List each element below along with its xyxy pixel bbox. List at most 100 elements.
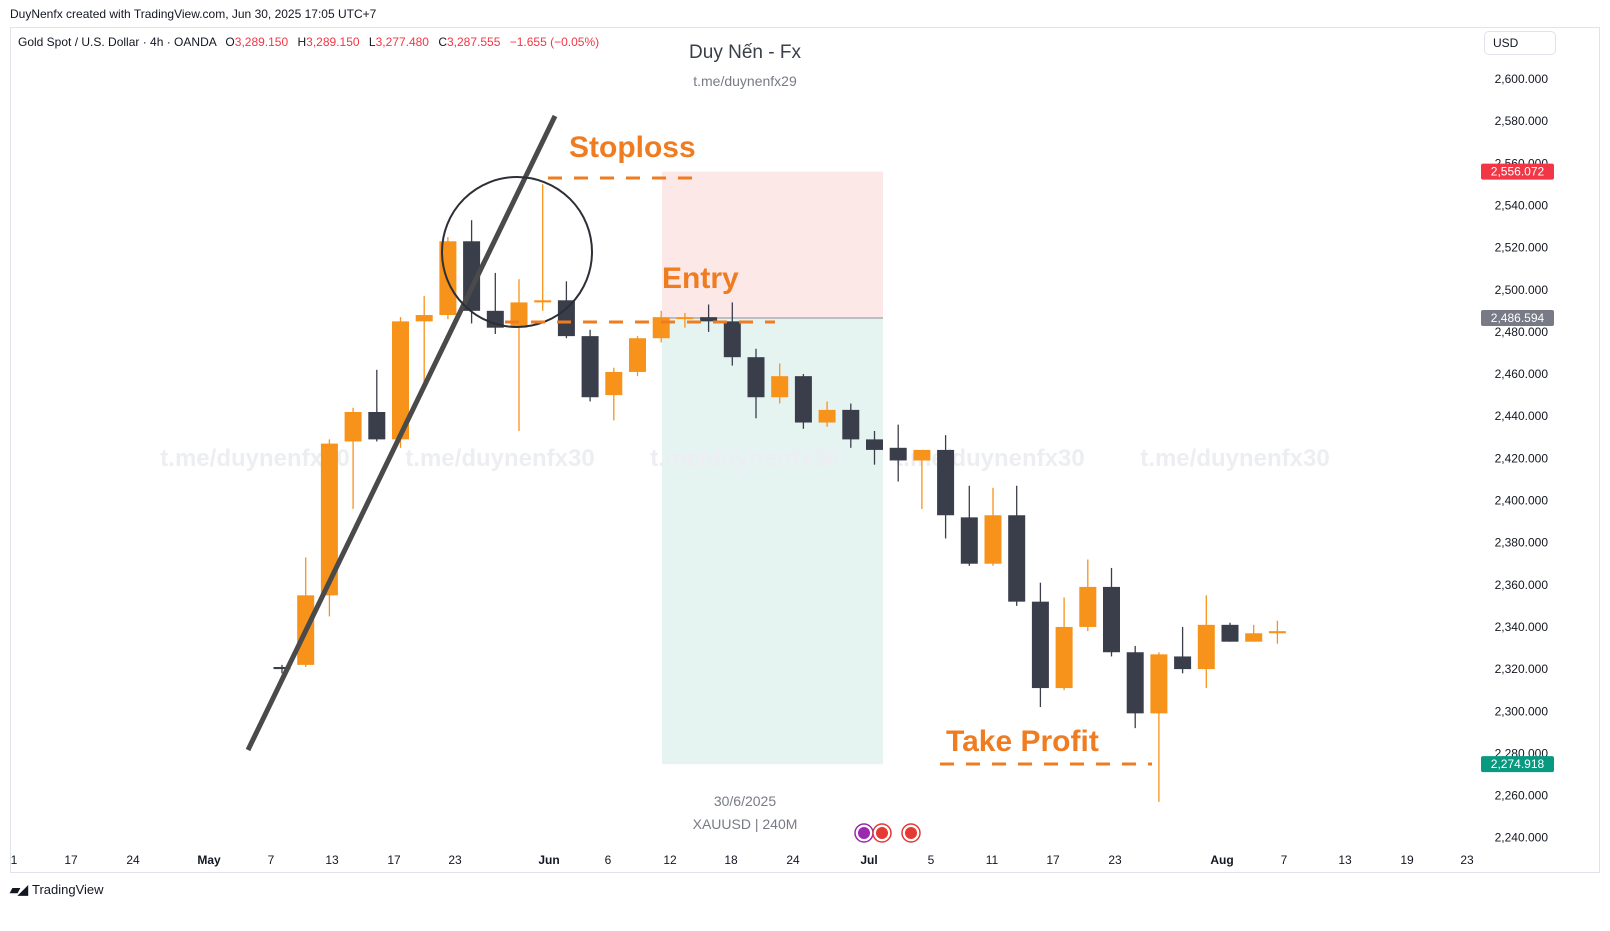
stoploss-zone bbox=[662, 171, 883, 319]
candle[interactable] bbox=[1103, 567, 1120, 657]
candle-body bbox=[368, 411, 386, 440]
us-flag-event-icon[interactable] bbox=[901, 823, 921, 843]
stoploss-label[interactable]: Stoploss bbox=[569, 131, 696, 164]
watermark-repeat-5: t.me/duynenfx30 bbox=[1140, 445, 1329, 472]
x-tick-label: 5 bbox=[928, 853, 935, 867]
x-tick-label: 24 bbox=[786, 853, 800, 867]
candle-body bbox=[1174, 656, 1192, 670]
candle[interactable] bbox=[1126, 645, 1144, 729]
highlight-circle[interactable] bbox=[441, 176, 593, 328]
candle-body bbox=[415, 315, 433, 322]
us-flag-event-icon[interactable] bbox=[872, 823, 892, 843]
candle[interactable] bbox=[273, 664, 291, 674]
y-tick-label: 2,460.000 bbox=[1495, 367, 1549, 381]
candle[interactable] bbox=[557, 281, 575, 339]
candle[interactable] bbox=[297, 557, 315, 667]
y-tick-label: 2,320.000 bbox=[1495, 662, 1549, 676]
candle[interactable] bbox=[866, 430, 883, 465]
candle[interactable] bbox=[1197, 595, 1215, 689]
candle-body bbox=[1197, 624, 1215, 670]
candle-body bbox=[700, 317, 718, 322]
candle-body bbox=[1126, 652, 1144, 714]
x-tick-label: 18 bbox=[724, 853, 738, 867]
candle[interactable] bbox=[700, 304, 718, 332]
entry-label[interactable]: Entry bbox=[662, 262, 739, 295]
candle-body bbox=[842, 409, 860, 440]
candle-body bbox=[913, 449, 931, 461]
candle[interactable] bbox=[676, 312, 694, 328]
y-tick-label: 2,500.000 bbox=[1495, 283, 1549, 297]
candle-body bbox=[818, 409, 836, 423]
us-flag-event-icon-fill bbox=[876, 827, 888, 839]
candle[interactable] bbox=[1150, 652, 1168, 802]
symbol-info-line: Gold Spot / U.S. Dollar · 4h · OANDA O3,… bbox=[18, 35, 599, 49]
candle[interactable] bbox=[984, 487, 1002, 566]
y-tick-label: 2,600.000 bbox=[1495, 72, 1549, 86]
currency-selector[interactable]: USD bbox=[1484, 31, 1556, 55]
y-tick-label: 2,240.000 bbox=[1495, 831, 1549, 845]
candle-body bbox=[747, 357, 765, 398]
candle[interactable] bbox=[1008, 485, 1026, 606]
trendline[interactable] bbox=[245, 114, 558, 752]
x-tick-label: 23 bbox=[448, 853, 462, 867]
candle[interactable] bbox=[889, 424, 907, 482]
candle[interactable] bbox=[818, 401, 836, 427]
candle[interactable] bbox=[1055, 597, 1073, 691]
candle[interactable] bbox=[1268, 620, 1286, 644]
candle[interactable] bbox=[723, 302, 741, 366]
candle[interactable] bbox=[771, 363, 789, 404]
candle[interactable] bbox=[1174, 626, 1192, 674]
candle[interactable] bbox=[1245, 624, 1263, 642]
watermark-repeat-2: t.me/duynenfx30 bbox=[405, 445, 594, 472]
candle-body bbox=[557, 300, 575, 337]
candle[interactable] bbox=[439, 237, 457, 320]
x-tick-label: 11 bbox=[986, 853, 999, 867]
candle-body bbox=[960, 517, 978, 564]
candle[interactable] bbox=[937, 435, 955, 539]
candle[interactable] bbox=[913, 449, 931, 509]
x-tick-label: 17 bbox=[1046, 853, 1060, 867]
candle[interactable] bbox=[842, 403, 860, 448]
watermark-repeat-1: t.me/duynenfx30 bbox=[160, 445, 349, 472]
candle[interactable] bbox=[581, 329, 599, 402]
lightning-event-icon[interactable] bbox=[854, 823, 874, 843]
watermark-symbol-interval: XAUUSD | 240M bbox=[692, 816, 798, 832]
change-value: −1.655 (−0.05%) bbox=[509, 35, 600, 49]
us-flag-event-icon-fill bbox=[905, 827, 917, 839]
low-label: L bbox=[368, 35, 376, 49]
candle[interactable] bbox=[415, 296, 433, 385]
candle[interactable] bbox=[960, 485, 978, 566]
candle[interactable] bbox=[747, 348, 765, 419]
y-tick-label: 2,540.000 bbox=[1495, 198, 1549, 212]
lightning-event-icon-fill bbox=[858, 827, 870, 839]
candle-body bbox=[629, 338, 646, 372]
candle[interactable] bbox=[794, 374, 812, 429]
candle[interactable] bbox=[605, 367, 623, 421]
candle-body bbox=[723, 321, 741, 358]
chart-credit: DuyNenfx created with TradingView.com, J… bbox=[10, 7, 377, 21]
symbol-description[interactable]: Gold Spot / U.S. Dollar · 4h · OANDA bbox=[18, 35, 217, 49]
take-profit-label[interactable]: Take Profit bbox=[946, 725, 1099, 758]
candle[interactable] bbox=[368, 369, 386, 442]
candle[interactable] bbox=[534, 184, 552, 311]
y-tick-label: 2,340.000 bbox=[1495, 620, 1549, 634]
x-tick-label: Aug bbox=[1210, 853, 1233, 867]
y-tick-label: 2,400.000 bbox=[1495, 494, 1549, 508]
stoploss-price-badge-value: 2,556.072 bbox=[1491, 165, 1545, 179]
candle[interactable] bbox=[1221, 622, 1239, 642]
watermark-title: Duy Nến - Fx bbox=[689, 42, 801, 63]
take-profit-price-badge-value: 2,274.918 bbox=[1491, 757, 1545, 771]
candle[interactable] bbox=[510, 279, 528, 431]
tradingview-logo[interactable]: ▰◢ TradingView bbox=[10, 882, 104, 898]
candle-body bbox=[439, 241, 457, 316]
candle-body bbox=[1031, 601, 1049, 689]
y-tick-label: 2,480.000 bbox=[1495, 325, 1549, 339]
candle[interactable] bbox=[1031, 582, 1049, 708]
candle[interactable] bbox=[629, 336, 646, 377]
candle[interactable] bbox=[344, 407, 362, 509]
candle[interactable] bbox=[392, 317, 409, 448]
take-profit-price-badge-bg bbox=[1481, 756, 1554, 773]
x-tick-label: 12 bbox=[663, 853, 677, 867]
candle[interactable] bbox=[1079, 559, 1097, 632]
